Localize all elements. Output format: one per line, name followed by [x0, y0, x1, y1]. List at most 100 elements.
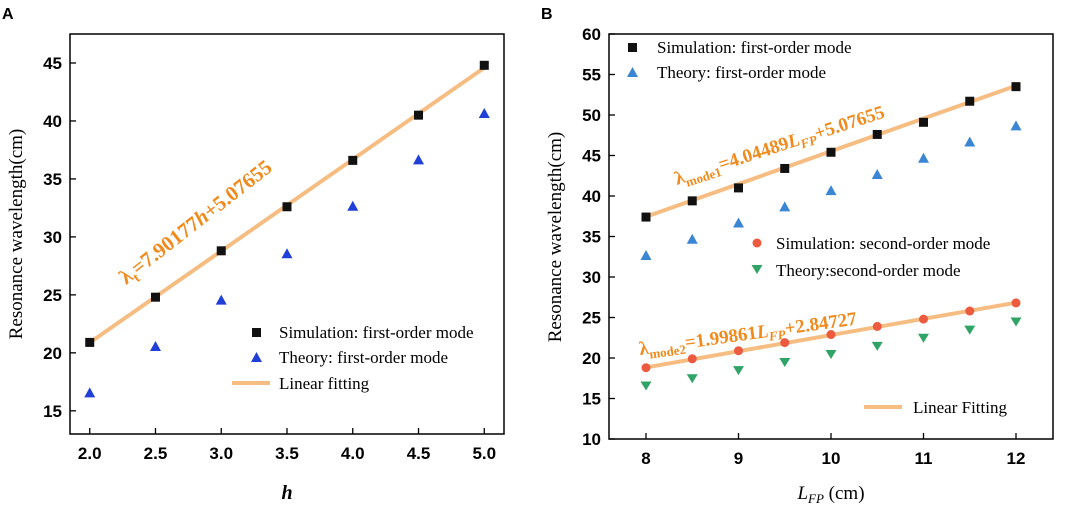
point-sim-second-b — [780, 338, 790, 348]
legend-b: Simulation: first-order mode Theory: fir… — [627, 38, 1007, 417]
y-tick-label-a: 15 — [43, 402, 62, 421]
y-tick-label-b: 50 — [582, 106, 601, 125]
x-tick-label-b: 11 — [915, 449, 933, 468]
y-tick-label-b: 40 — [582, 187, 601, 206]
fit-equation-b-mode2: λmode2=1.99861LFP+2.84727 — [638, 309, 859, 363]
y-tick-label-a: 40 — [43, 112, 62, 131]
y-tick-label-b: 60 — [582, 25, 601, 44]
x-tick-label-a: 4.5 — [407, 444, 431, 463]
point-sim-first-b — [641, 212, 651, 222]
fit-equation-a: λt=7.90177h+5.07655 — [114, 155, 279, 292]
point-theory-second-b — [825, 349, 837, 359]
point-sim-first-b — [826, 147, 836, 157]
point-sim-first-b — [780, 163, 790, 173]
y-axis-label-a: Resonance wavelength(cm) — [6, 129, 27, 340]
point-theory-second-b — [779, 358, 791, 368]
x-tick-label-b: 12 — [1007, 449, 1026, 468]
point-theory-second-b — [686, 374, 698, 384]
point-theory-first-b — [918, 152, 929, 163]
point-sim-second-b — [641, 363, 651, 373]
point-sim-second-b — [826, 330, 836, 340]
point-sim-first-a — [216, 246, 226, 256]
point-theory-first-b — [964, 136, 976, 147]
legend-label-theory-second-b: Theory:second-order mode — [776, 261, 961, 280]
chart-b: 8 9 10 11 12 10 15 20 25 30 35 40 45 50 55 60 Resonance… — [545, 25, 1054, 506]
point-sim-second-b — [687, 354, 697, 364]
y-tick-label-b: 15 — [582, 390, 601, 409]
y-tick-label-b: 55 — [582, 66, 601, 85]
point-sim-first-b — [1011, 82, 1021, 92]
point-theory-first-b — [825, 185, 837, 196]
y-tick-label-a: 35 — [43, 170, 62, 189]
legend-marker-theory-first-b — [627, 67, 638, 77]
point-sim-first-a — [414, 110, 424, 120]
legend-label-fit-b: Linear Fitting — [913, 398, 1007, 417]
point-theory-first-a — [478, 108, 490, 118]
point-theory-first-b — [871, 168, 883, 179]
y-tick-label-a: 30 — [43, 228, 62, 247]
x-tick-label-a: 2.5 — [144, 444, 168, 463]
x-axis-label-a: h — [281, 482, 292, 504]
y-tick-label-b: 30 — [582, 268, 601, 287]
point-sim-first-a — [479, 60, 489, 70]
y-tick-label-b: 45 — [582, 147, 601, 166]
y-tick-label-a: 45 — [43, 54, 62, 73]
panel-label-a: A — [2, 6, 14, 23]
legend-label-sim-first-a: Simulation: first-order mode — [279, 323, 474, 342]
point-theory-first-b — [686, 233, 698, 244]
fit-equation-b-mode1: λmode1=4.04489LFP+5.07655 — [672, 102, 888, 193]
legend-label-sim-second-b: Simulation: second-order mode — [776, 234, 990, 253]
point-sim-second-b — [965, 306, 975, 316]
point-theory-second-b — [918, 333, 929, 343]
y-tick-label-b: 25 — [582, 309, 601, 328]
point-theory-first-a — [347, 200, 359, 211]
point-sim-first-b — [965, 96, 975, 106]
x-tick-label-a: 2.0 — [78, 444, 102, 463]
point-sim-first-b — [872, 129, 882, 139]
point-theory-second-b — [964, 325, 976, 335]
chart-a: 2.0 2.5 3.0 3.5 4.0 4.5 5.0 15 20 25 30 35 40 45 Reso… — [6, 33, 505, 504]
legend-label-sim-first-b: Simulation: first-order mode — [657, 38, 852, 57]
legend-label-fit-a: Linear fitting — [279, 374, 370, 393]
legend-marker-theory-second-b — [751, 265, 763, 274]
point-sim-second-b — [872, 321, 882, 331]
point-theory-second-b — [640, 381, 652, 391]
point-theory-first-b — [779, 201, 791, 212]
point-sim-second-b — [919, 314, 928, 324]
y-tick-label-b: 20 — [582, 349, 601, 368]
point-theory-first-a — [84, 387, 96, 398]
legend-marker-sim-first-b — [628, 43, 637, 52]
y-tick-label-a: 20 — [43, 344, 62, 363]
point-theory-second-b — [871, 341, 883, 351]
x-tick-label-b: 8 — [641, 449, 650, 468]
x-tick-label-b: 10 — [822, 449, 841, 468]
panel-label-b: B — [541, 6, 553, 23]
point-sim-first-a — [282, 202, 292, 212]
legend-marker-sim-second-b — [752, 238, 762, 248]
point-theory-second-b — [1010, 317, 1022, 327]
y-tick-label-b: 10 — [582, 430, 601, 449]
x-tick-label-b: 9 — [734, 449, 743, 468]
point-theory-first-a — [281, 248, 293, 259]
point-theory-first-b — [1010, 120, 1022, 131]
x-tick-label-a: 4.0 — [341, 444, 365, 463]
y-tick-label-a: 25 — [43, 286, 62, 305]
point-theory-first-b — [640, 249, 652, 260]
point-sim-second-b — [1011, 298, 1021, 308]
point-sim-first-b — [687, 196, 697, 206]
point-theory-first-b — [733, 217, 744, 228]
point-theory-first-a — [215, 294, 227, 305]
point-theory-first-a — [413, 154, 425, 165]
x-tick-label-a: 3.5 — [275, 444, 299, 463]
legend-a: Simulation: first-order mode Theory: fir… — [232, 323, 474, 393]
legend-label-theory-first-b: Theory: first-order mode — [657, 63, 826, 82]
legend-label-theory-first-a: Theory: first-order mode — [279, 348, 448, 367]
point-theory-second-b — [733, 366, 744, 376]
legend-marker-sim-first-a — [252, 328, 261, 337]
x-tick-label-a: 3.0 — [209, 444, 233, 463]
point-sim-first-b — [734, 183, 743, 193]
point-sim-second-b — [734, 346, 743, 356]
point-theory-first-a — [149, 341, 161, 352]
x-tick-label-a: 5.0 — [472, 444, 496, 463]
